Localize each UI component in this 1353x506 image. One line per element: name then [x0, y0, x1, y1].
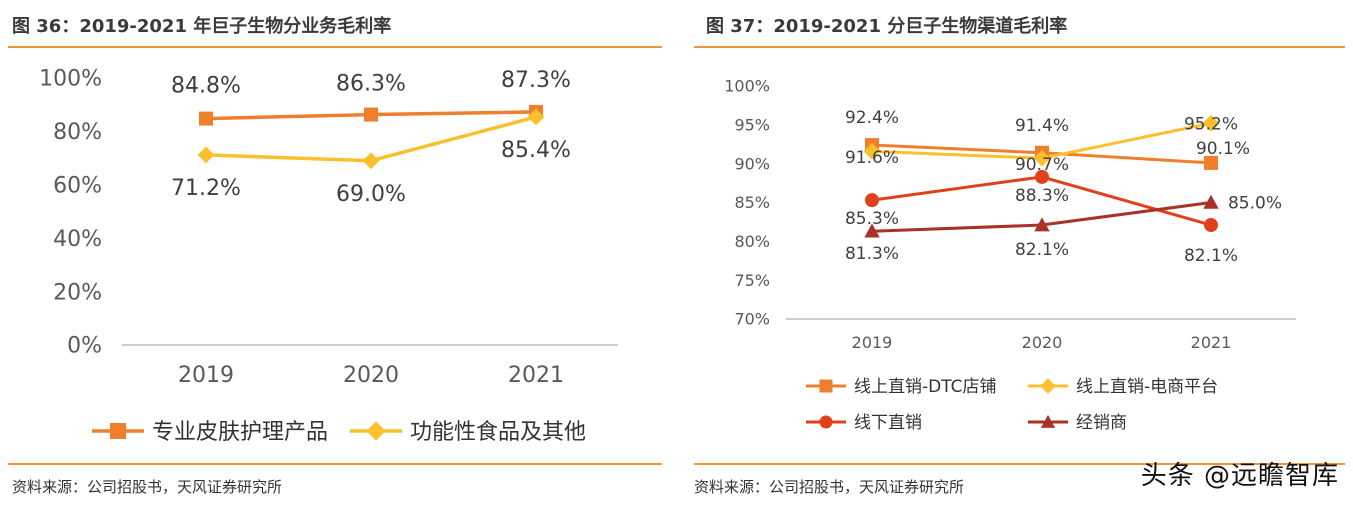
source-note: 资料来源：公司招股书，天风证券研究所 — [694, 478, 965, 496]
y-tick-label: 80% — [734, 232, 770, 251]
x-tick-label: 2019 — [852, 333, 893, 352]
chart-panel-left: 图 36：2019-2021 年巨子生物分业务毛利率 0% 20% 40% 60% 80… — [0, 0, 662, 506]
data-point — [527, 108, 545, 126]
data-point — [1034, 217, 1050, 232]
data-label: 90.7% — [1015, 155, 1069, 175]
chart-panel-right: 图 37：2019-2021 分巨子生物渠道毛利率 70% 75% 80% 85% 90… — [690, 0, 1353, 506]
legend-marker — [1040, 378, 1056, 394]
source-rule — [694, 463, 1345, 465]
y-tick-label: 100% — [39, 67, 102, 92]
data-point — [1204, 218, 1218, 233]
data-label: 90.1% — [1196, 139, 1250, 159]
title-rule — [8, 46, 662, 48]
y-tick-label: 60% — [53, 174, 102, 199]
x-tick-label: 2020 — [1022, 333, 1063, 352]
x-tick-label: 2021 — [508, 363, 564, 388]
chart-svg: 0% 20% 40% 60% 80% 100% 2019 2020 2021 84.8% 86.3%… — [39, 67, 618, 445]
legend-label: 线下直销 — [854, 413, 922, 433]
data-label: 69.0% — [336, 182, 406, 207]
data-label: 85.0% — [1228, 194, 1282, 214]
data-label: 82.1% — [1015, 240, 1069, 260]
data-label: 71.2% — [171, 176, 241, 201]
legend-label: 线上直销-DTC店铺 — [854, 377, 996, 397]
legend-marker — [1040, 414, 1056, 428]
data-point — [1035, 169, 1049, 184]
y-tick-label: 75% — [734, 271, 770, 290]
y-tick-label: 0% — [67, 334, 102, 359]
legend-marker — [819, 415, 833, 429]
data-label: 82.1% — [1184, 246, 1238, 266]
data-point — [364, 107, 378, 122]
watermark: 头条 @远瞻智库 — [1140, 461, 1339, 491]
legend-marker — [819, 379, 833, 393]
data-label: 88.3% — [1015, 186, 1069, 206]
legend-marker — [110, 423, 126, 439]
data-label: 92.4% — [845, 108, 899, 128]
data-label: 84.8% — [171, 74, 241, 99]
y-tick-label: 70% — [734, 310, 770, 329]
data-point — [1033, 149, 1051, 167]
y-tick-label: 40% — [53, 227, 102, 252]
title-rule — [694, 46, 1345, 48]
data-label: 86.3% — [336, 72, 406, 97]
y-tick-label: 20% — [53, 280, 102, 305]
x-tick-label: 2019 — [178, 363, 234, 388]
legend-label: 线上直销-电商平台 — [1076, 377, 1218, 397]
data-label: 91.4% — [1015, 116, 1069, 136]
data-label: 85.3% — [845, 209, 899, 229]
chart-title: 图 37：2019-2021 分巨子生物渠道毛利率 — [706, 16, 1068, 37]
legend-marker — [366, 421, 386, 441]
source-rule — [8, 463, 662, 465]
data-point — [863, 142, 881, 160]
data-point — [1202, 114, 1220, 132]
data-label: 91.6% — [845, 148, 899, 168]
data-point — [1203, 194, 1219, 209]
y-tick-label: 80% — [53, 120, 102, 145]
data-point — [362, 152, 380, 170]
data-label: 85.4% — [501, 138, 571, 163]
data-label: 95.2% — [1184, 114, 1238, 134]
data-point — [865, 193, 879, 208]
source-note: 资料来源：公司招股书，天风证券研究所 — [12, 478, 283, 496]
data-point — [1204, 155, 1218, 170]
x-tick-label: 2020 — [343, 363, 399, 388]
x-tick-label: 2021 — [1191, 333, 1232, 352]
y-tick-label: 90% — [734, 154, 770, 173]
y-tick-label: 85% — [734, 193, 770, 212]
legend-label: 功能性食品及其他 — [410, 420, 586, 445]
chart-svg: 70% 75% 80% 85% 90% 95% 100% 2019 2020 2021 92.4% 9… — [724, 77, 1296, 433]
legend-label: 经销商 — [1076, 413, 1127, 433]
legend-label: 专业皮肤护理产品 — [152, 420, 328, 445]
data-point — [199, 111, 213, 126]
y-tick-label: 95% — [734, 115, 770, 134]
y-tick-label: 100% — [724, 77, 770, 96]
data-point — [197, 146, 215, 164]
chart-title: 图 36：2019-2021 年巨子生物分业务毛利率 — [12, 16, 392, 37]
data-label: 87.3% — [501, 68, 571, 93]
data-label: 81.3% — [845, 244, 899, 264]
data-point — [864, 223, 880, 238]
